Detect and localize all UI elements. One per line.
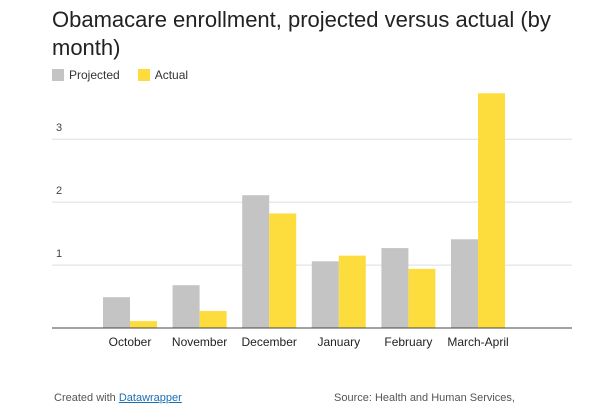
bar-actual-january [338,255,366,328]
legend-label-actual: Actual [154,68,189,82]
y-tick-label-3: 3 [56,122,62,134]
datawrapper-link[interactable]: Datawrapper [118,392,182,404]
bar-actual-march-april [478,93,505,328]
bar-actual-november [199,311,227,328]
x-tick-label-october: October [109,335,152,349]
legend-item-actual: Actual [137,68,189,82]
bar-projected-december [242,195,270,328]
bar-actual-february [408,268,436,328]
bar-projected-november [172,285,200,328]
legend: Projected Actual [52,68,188,82]
y-tick-label-2: 2 [56,185,62,197]
legend-swatch-actual [137,69,150,81]
bar-actual-october [130,321,157,328]
bar-projected-january [311,261,339,328]
x-tick-label-december: December [242,335,297,349]
x-tick-label-january: January [317,335,360,349]
bar-projected-february [381,248,409,328]
footer-created-prefix: Created with [54,392,116,404]
x-tick-label-february: February [384,335,432,349]
x-tick-label-november: November [172,335,227,349]
bar-projected-october [103,297,130,328]
legend-item-projected: Projected [52,68,120,82]
bar-actual-december [269,213,297,328]
y-tick-label-1: 1 [56,248,62,260]
footer-source: Source: Health and Human Services, [334,392,515,404]
legend-swatch-projected [52,69,64,81]
chart-title: Obamacare enrollment, projected versus a… [52,7,551,60]
legend-label-projected: Projected [69,68,120,82]
x-tick-label-march-april: March-April [447,335,508,349]
footer-credit: Created with Datawrapper [54,392,182,404]
bar-projected-march-april [451,239,478,328]
